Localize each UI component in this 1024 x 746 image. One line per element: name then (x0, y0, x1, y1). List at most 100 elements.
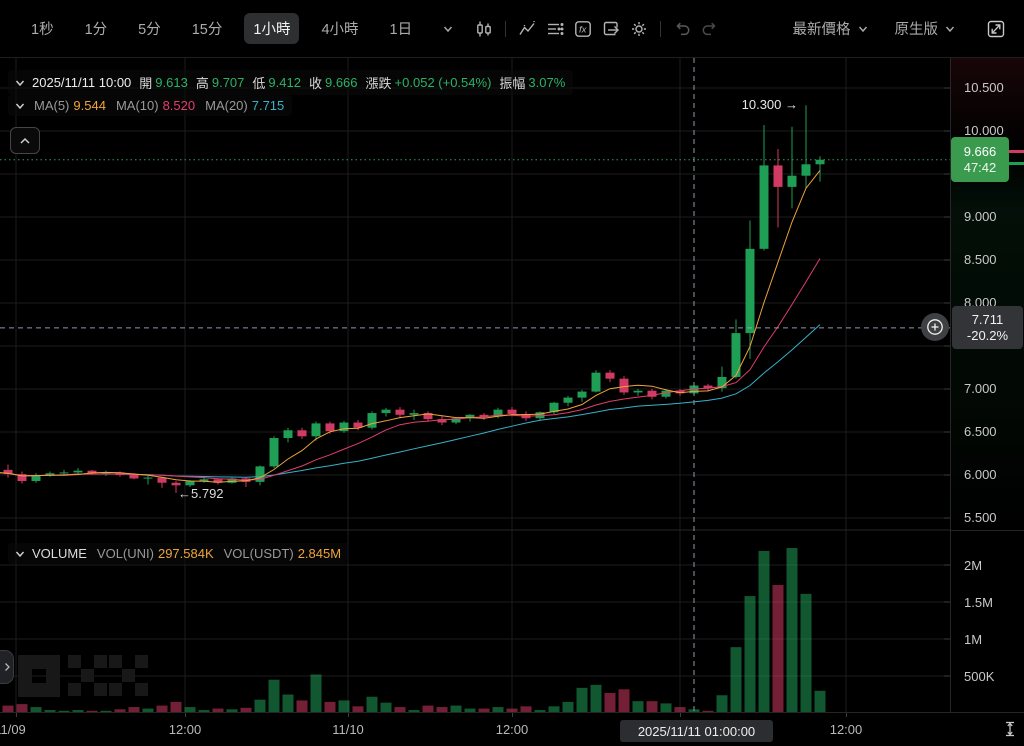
candle-body[interactable] (479, 414, 489, 417)
candle-body[interactable] (199, 479, 209, 482)
volume-pane-handle[interactable] (0, 650, 14, 684)
candle-datetime: 2025/11/11 10:00 (32, 75, 132, 90)
formula-icon: fx (575, 20, 592, 37)
candle-body[interactable] (591, 372, 601, 392)
layout-list-button[interactable] (541, 15, 569, 43)
timeframe-button[interactable]: 5分 (138, 22, 161, 38)
candle-body[interactable] (535, 412, 545, 419)
high-price-annotation: 10.300 → (742, 97, 798, 112)
candle-body[interactable] (297, 430, 307, 437)
candle-body[interactable] (409, 413, 419, 415)
candle-body[interactable] (745, 248, 755, 334)
close-label: 收 (308, 76, 322, 91)
candle-body[interactable] (255, 466, 265, 482)
candle-body[interactable] (507, 409, 517, 414)
candle-body[interactable] (157, 477, 167, 483)
candle-body[interactable] (661, 390, 671, 397)
candle-body[interactable] (647, 390, 657, 397)
price-mode-dropdown[interactable]: 最新價格 (793, 18, 869, 39)
ma-collapse-toggle[interactable] (14, 100, 26, 112)
volume-bar (128, 707, 140, 712)
candle-style-button[interactable] (470, 15, 498, 43)
timeframe-button[interactable]: 1小時 (244, 13, 300, 44)
candle-body[interactable] (423, 413, 433, 420)
candle-body[interactable] (619, 378, 629, 393)
candle-body[interactable] (605, 372, 615, 379)
candle-body[interactable] (549, 402, 559, 413)
candle-body[interactable] (227, 478, 237, 483)
candle-body[interactable] (73, 470, 83, 473)
candle-body[interactable] (731, 333, 741, 377)
candle-body[interactable] (101, 472, 111, 474)
price-axis[interactable]: 9.666 47:42 7.711 -20.2% 10.500 10.000 9.0… (950, 58, 1024, 530)
fullscreen-button[interactable] (982, 15, 1010, 43)
candle-body[interactable] (395, 409, 405, 415)
candle-body[interactable] (815, 159, 825, 165)
candlestick-chart[interactable]: 10.300 → ←5.792 (0, 58, 950, 712)
candle-body[interactable] (353, 422, 363, 428)
candle-body[interactable] (493, 409, 503, 417)
volume-bar (506, 708, 518, 712)
candle-body[interactable] (129, 475, 139, 479)
pane-collapse-button[interactable] (10, 127, 40, 154)
volume-axis[interactable]: 2M 1.5M 1M 500K (950, 530, 1024, 712)
timeframe-button[interactable]: 4小時 (321, 22, 359, 38)
candle-body[interactable] (773, 165, 783, 187)
version-dropdown[interactable]: 原生版 (895, 18, 957, 39)
volume-bar (156, 705, 168, 712)
export-button[interactable] (597, 15, 625, 43)
expand-icon (987, 20, 1005, 37)
legend-collapse-toggle[interactable] (14, 77, 26, 89)
candle-body[interactable] (31, 475, 41, 482)
formula-button[interactable]: fx (569, 15, 597, 43)
indicator-button[interactable] (513, 15, 541, 43)
candle-body[interactable] (451, 418, 461, 423)
time-axis[interactable]: 2025/11/11 01:00:00 11/09 12:00 11/10 12:00… (0, 712, 1024, 746)
candle-body[interactable] (577, 391, 587, 398)
y-scale-reset-button[interactable] (999, 718, 1021, 740)
volume-collapse-toggle[interactable] (14, 548, 26, 560)
plus-circle-button[interactable] (921, 313, 949, 341)
redo-button[interactable] (696, 15, 724, 43)
candle-body[interactable] (59, 472, 69, 474)
candle-body[interactable] (437, 419, 447, 423)
timeframe-button[interactable]: 1分 (84, 22, 108, 38)
candle-body[interactable] (283, 430, 293, 439)
candle-body[interactable] (703, 385, 713, 389)
candle-body[interactable] (185, 481, 195, 486)
interval-dropdown-chevron[interactable] (434, 15, 462, 43)
candle-body[interactable] (87, 470, 97, 474)
volume-bar (464, 708, 476, 712)
undo-button[interactable] (668, 15, 696, 43)
volume-bar (646, 701, 658, 712)
candle-body[interactable] (759, 165, 769, 249)
timeframe-button[interactable]: 1日 (389, 22, 413, 38)
volume-bar (142, 708, 154, 712)
candle-body[interactable] (675, 390, 685, 394)
volume-bar (310, 674, 322, 712)
timeframe-button[interactable]: 1秒 (31, 22, 54, 38)
candle-body[interactable] (339, 422, 349, 432)
candle-body[interactable] (801, 164, 811, 176)
candle-body[interactable] (17, 474, 27, 482)
crosshair-price: 7.711 (971, 311, 1004, 327)
candle-body[interactable] (717, 376, 727, 389)
candle-body[interactable] (563, 397, 573, 403)
candle-body[interactable] (367, 413, 377, 428)
candle-body[interactable] (325, 423, 335, 432)
candle-body[interactable] (269, 438, 279, 467)
candle-body[interactable] (311, 423, 321, 437)
candle-body[interactable] (143, 477, 153, 479)
candle-body[interactable] (213, 479, 223, 483)
candle-body[interactable] (381, 409, 391, 414)
candle-body[interactable] (3, 469, 13, 475)
last-price-badge[interactable]: 9.666 47:42 (951, 137, 1009, 182)
candle-body[interactable] (633, 390, 643, 393)
candle-body[interactable] (45, 473, 55, 475)
volume-bar (786, 547, 798, 712)
settings-button[interactable] (625, 15, 653, 43)
timeframe-button[interactable]: 15分 (191, 22, 223, 38)
candle-body[interactable] (787, 175, 797, 187)
candle-body[interactable] (171, 482, 181, 486)
candle-body[interactable] (465, 414, 475, 419)
